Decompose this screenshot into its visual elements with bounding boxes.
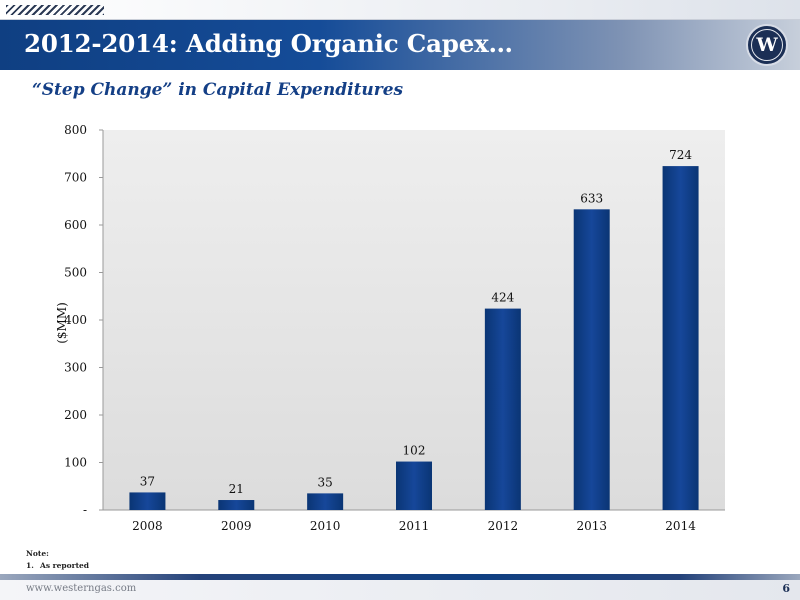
page-subtitle: “Step Change” in Capital Expenditures — [32, 80, 404, 100]
x-axis-ticks: 2008 2009 2010 2011 2012 2013 2014 — [132, 519, 696, 533]
logo-letter: W — [756, 33, 778, 56]
y-tick-label: 600 — [64, 218, 87, 232]
x-tick-label: 2012 — [488, 519, 519, 533]
note-text: As reported — [40, 561, 90, 570]
top-hatch-strip — [0, 0, 800, 20]
company-logo-icon: W — [746, 24, 788, 66]
y-tick-label: 800 — [64, 123, 87, 137]
bar-2009 — [218, 500, 255, 510]
bar-2012 — [484, 308, 521, 510]
bar-2011 — [396, 461, 432, 510]
y-axis-title: ($MM) — [55, 302, 69, 344]
note-number: 1. — [26, 561, 34, 570]
title-banner: 2012-2014: Adding Organic Capex… W — [0, 20, 800, 70]
y-tick-label: 700 — [64, 171, 87, 185]
logo-ring: W — [751, 29, 783, 61]
hatch-decoration — [6, 5, 104, 15]
y-tick-label: 200 — [64, 408, 87, 422]
footer-url: www.westerngas.com — [26, 583, 137, 594]
footer: www.westerngas.com 6 — [0, 580, 800, 600]
footer-accent-bar — [0, 574, 800, 580]
x-tick-label: 2013 — [576, 519, 607, 533]
data-label-2009: 21 — [229, 482, 244, 496]
note-item: 1. As reported — [26, 561, 89, 570]
page-number: 6 — [782, 582, 790, 595]
page-title: 2012-2014: Adding Organic Capex… — [24, 29, 513, 58]
x-tick-label: 2010 — [310, 519, 341, 533]
y-tick-label: 300 — [64, 361, 87, 375]
x-tick-label: 2008 — [132, 519, 163, 533]
plot-area — [103, 130, 725, 510]
x-tick-label: 2014 — [665, 519, 696, 533]
bar-2014 — [662, 166, 699, 510]
bar-2013 — [573, 209, 610, 510]
y-axis-ticks: - 100 200 300 400 500 600 700 800 — [64, 123, 103, 517]
y-tick-label: 500 — [64, 266, 87, 280]
bar-2008 — [129, 492, 166, 510]
note-title: Note: — [26, 549, 49, 558]
bar-2010 — [307, 493, 344, 510]
data-label-2010: 35 — [318, 475, 333, 489]
data-label-2013: 633 — [580, 191, 603, 205]
y-tick-label: - — [83, 503, 87, 517]
bar-series: 37 21 35 102 424 633 724 — [129, 148, 699, 510]
y-tick-label: 100 — [64, 456, 87, 470]
x-tick-label: 2011 — [399, 519, 430, 533]
data-label-2011: 102 — [403, 444, 426, 458]
capex-bar-chart: - 100 200 300 400 500 600 700 800 37 21 35 102 424 63… — [55, 123, 725, 533]
x-tick-label: 2009 — [221, 519, 252, 533]
y-tick-label: 400 — [64, 313, 87, 327]
data-label-2012: 424 — [491, 291, 514, 305]
data-label-2008: 37 — [140, 474, 155, 488]
data-label-2014: 724 — [669, 148, 692, 162]
